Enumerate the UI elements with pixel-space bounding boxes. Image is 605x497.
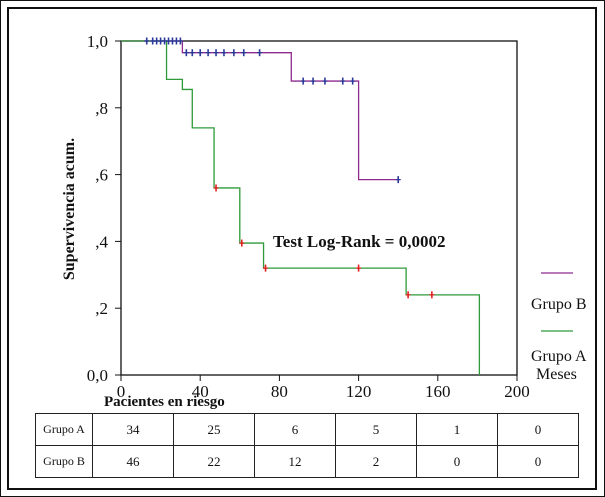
risk-table-title: Pacientes en riesgo	[104, 394, 225, 410]
risk-cell: 46	[92, 445, 174, 478]
risk-table-row: Grupo B 46 22 12 2 0 0	[35, 445, 579, 478]
x-tick-label: 160	[425, 382, 451, 401]
x-tick-label: 120	[346, 382, 372, 401]
risk-row-label: Grupo A	[35, 413, 93, 446]
risk-cell: 12	[254, 445, 336, 478]
y-tick-label: ,6	[95, 166, 108, 185]
figure-inner-border	[7, 7, 597, 490]
x-tick-label: 80	[271, 382, 288, 401]
risk-cell: 0	[497, 445, 579, 478]
log-rank-annotation: Test Log-Rank = 0,0002	[273, 232, 445, 251]
x-axis-label: Meses	[536, 366, 577, 383]
risk-cell: 5	[335, 413, 417, 446]
plot-area-frame	[120, 40, 518, 376]
legend-label-grupo-b: Grupo B	[531, 296, 587, 313]
risk-cell: 2	[335, 445, 417, 478]
risk-cell: 6	[254, 413, 336, 446]
y-tick-label: 0,0	[87, 366, 108, 385]
risk-cell: 0	[497, 413, 579, 446]
x-tick-label: 40	[192, 382, 209, 401]
axis-ticks: 0,0 ,2 ,4 ,6 ,8 1,0 0 40 80 120 160 200	[87, 32, 530, 401]
risk-cell: 22	[173, 445, 255, 478]
censor-marks	[144, 37, 435, 299]
y-tick-label: ,8	[95, 99, 108, 118]
risk-cell: 25	[173, 413, 255, 446]
y-tick-label: ,4	[95, 232, 108, 251]
risk-cell: 34	[92, 413, 174, 446]
legend: Grupo B Grupo A	[531, 272, 587, 365]
risk-table-row: Grupo A 34 25 6 5 1 0	[35, 413, 579, 446]
y-tick-label: 1,0	[87, 32, 108, 51]
y-axis-label: Supervivencia acum.	[61, 138, 78, 280]
risk-row-label: Grupo B	[35, 445, 93, 478]
y-tick-label: ,2	[95, 299, 108, 318]
x-tick-label: 200	[504, 382, 530, 401]
risk-table: Grupo A 34 25 6 5 1 0 Grupo B 46 22 12 2 0 0	[35, 413, 579, 478]
legend-label-grupo-a: Grupo A	[531, 348, 587, 365]
x-tick-label: 0	[117, 382, 126, 401]
series-line-grupo-b	[121, 40, 401, 181]
risk-cell: 0	[416, 445, 498, 478]
risk-cell: 1	[416, 413, 498, 446]
